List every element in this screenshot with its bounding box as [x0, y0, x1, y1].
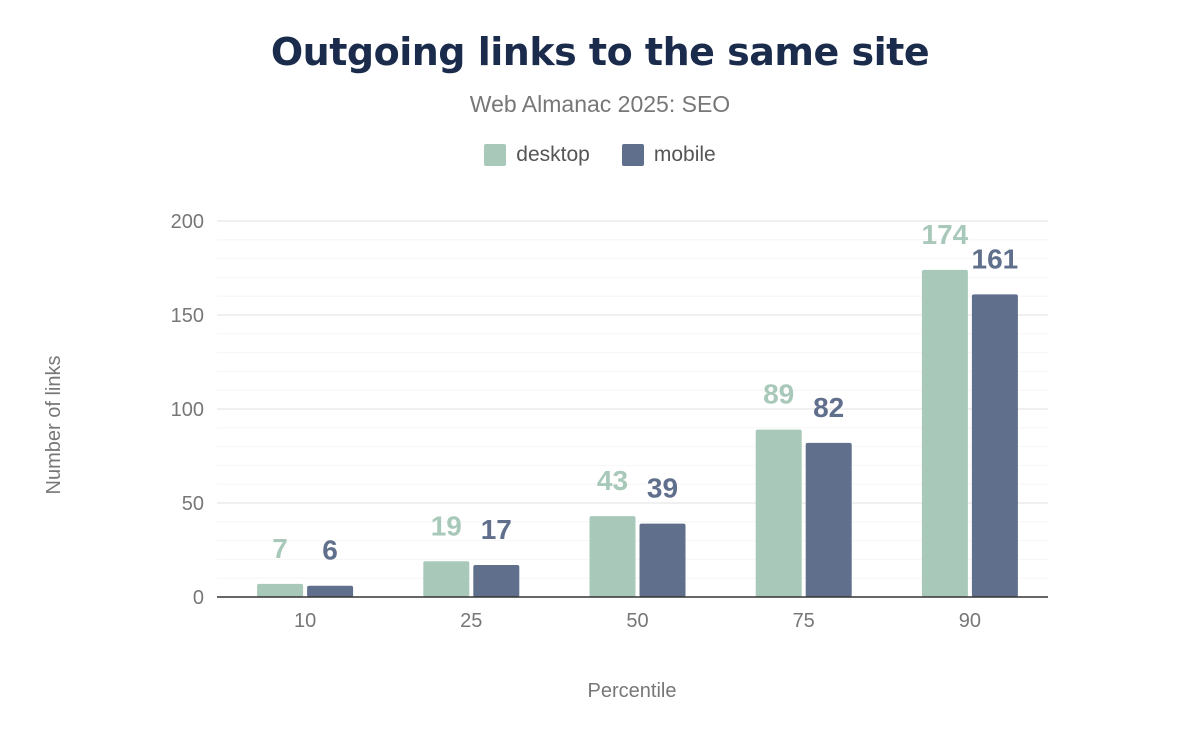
data-label-mobile-50: 39 — [647, 473, 678, 504]
data-label-desktop-25: 19 — [431, 510, 462, 541]
legend-label-mobile: mobile — [653, 143, 716, 166]
chart-subtitle: Web Almanac 2025: SEO — [469, 91, 731, 117]
legend-label-desktop: desktop — [516, 143, 590, 166]
legend-item-mobile[interactable]: mobile — [621, 143, 716, 167]
data-label-mobile-75: 82 — [813, 392, 844, 423]
bar-desktop-50 — [589, 516, 636, 597]
data-label-desktop-75: 89 — [763, 379, 794, 410]
bar-mobile-10 — [307, 585, 354, 597]
y-tick-label: 150 — [171, 305, 204, 327]
x-tick-label: 75 — [793, 610, 815, 632]
chart-title: Outgoing links to the same site — [270, 30, 930, 74]
bar-mobile-25 — [473, 565, 520, 597]
y-tick-label: 200 — [171, 211, 204, 233]
data-label-desktop-90: 174 — [922, 219, 969, 250]
data-label-mobile-25: 17 — [481, 514, 512, 545]
y-tick-label: 100 — [171, 399, 204, 421]
legend: desktop mobile — [0, 143, 1200, 167]
data-label-mobile-10: 6 — [322, 535, 338, 566]
bar-desktop-75 — [755, 429, 802, 597]
data-label-mobile-90: 161 — [972, 243, 1019, 274]
x-tick-label: 90 — [959, 610, 981, 632]
bar-mobile-90 — [971, 294, 1018, 597]
data-label-desktop-50: 43 — [597, 465, 628, 496]
data-label-desktop-10: 7 — [272, 533, 288, 564]
x-tick-label: 25 — [460, 610, 482, 632]
x-axis-label: Percentile — [588, 680, 677, 702]
legend-swatch-mobile — [621, 144, 644, 166]
x-tick-label: 50 — [626, 610, 648, 632]
y-axis-label: Number of links — [43, 356, 65, 495]
bar-mobile-50 — [639, 523, 686, 597]
bar-desktop-10 — [257, 583, 304, 597]
y-tick-label: 50 — [182, 493, 204, 515]
y-tick-label: 0 — [193, 587, 204, 609]
legend-item-desktop[interactable]: desktop — [484, 143, 590, 167]
bar-mobile-75 — [805, 442, 852, 597]
legend-swatch-desktop — [484, 144, 507, 166]
x-tick-label: 10 — [294, 610, 316, 632]
bar-desktop-90 — [921, 269, 968, 597]
bar-desktop-25 — [423, 561, 470, 597]
